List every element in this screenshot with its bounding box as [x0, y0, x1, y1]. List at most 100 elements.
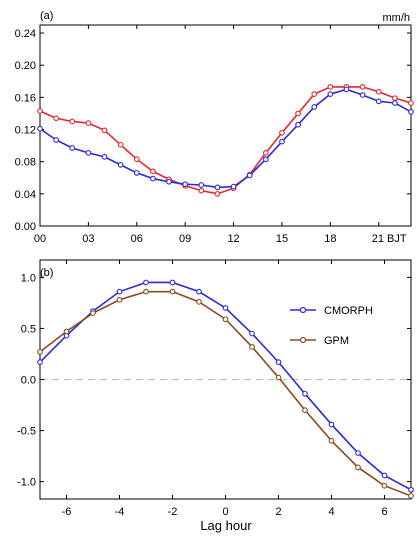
data-point-series-1	[150, 175, 156, 182]
data-point-series-1	[69, 145, 76, 151]
y-tick-label: -1.0	[17, 477, 36, 489]
data-point-gpm	[249, 343, 255, 350]
data-point-gpm	[381, 482, 388, 489]
panel-b-y-axis: -1.0 -0.5 0.0 0.5 1.0	[17, 272, 411, 489]
panel-a-y-axis: 0.00 0.04 0.08 0.12 0.16 0.20 0.24	[15, 28, 411, 233]
data-point-series-0	[279, 129, 285, 136]
panel-a-label: (a)	[40, 10, 53, 22]
data-point-series-0	[327, 84, 334, 90]
y-tick-label: 0.00	[15, 221, 36, 233]
data-point-gpm	[143, 288, 149, 295]
panel-b-chart: (b) -6 -4 -2 0 2 4 6 -1.0 -0.5 0.0 0.5 1.0 Lag hou…	[17, 259, 414, 533]
data-point-gpm	[116, 296, 123, 303]
x-tick-label: 00	[34, 233, 46, 245]
y-tick-label: 0.0	[21, 375, 36, 387]
data-point-gpm	[90, 310, 96, 316]
data-point-series-1	[214, 184, 221, 191]
x-tick-label: -2	[168, 506, 178, 518]
data-point-cmorph	[328, 421, 335, 428]
data-point-series-1	[375, 98, 382, 105]
data-point-series-0	[214, 190, 221, 197]
panel-b-x-axis: -6 -4 -2 0 2 4 6	[62, 260, 388, 518]
panel-b-x-axis-title: Lag hour	[200, 518, 252, 533]
y-tick-label: 0.04	[15, 189, 36, 201]
panel-a-unit-label: mm/h	[383, 12, 411, 24]
data-point-series-1	[166, 178, 172, 185]
data-point-series-0	[408, 100, 414, 106]
data-point-series-1	[295, 121, 301, 128]
x-tick-label: 15	[276, 233, 288, 245]
x-tick-label: -6	[62, 506, 72, 518]
data-point-series-1	[311, 104, 318, 110]
x-tick-label: 2	[275, 506, 281, 518]
data-point-cmorph	[196, 288, 202, 295]
data-point-series-0	[359, 84, 366, 90]
data-point-series-0	[85, 120, 92, 126]
y-tick-label: 0.08	[15, 157, 36, 169]
data-point-series-1	[117, 162, 124, 168]
data-point-cmorph	[169, 279, 176, 286]
data-point-series-1	[230, 183, 237, 190]
panel-b-series	[37, 279, 414, 499]
x-tick-label: 12	[227, 233, 239, 245]
data-point-series-0	[198, 187, 205, 194]
data-point-series-1	[133, 170, 140, 176]
data-point-gpm	[169, 288, 176, 295]
data-point-series-1	[279, 138, 285, 145]
x-tick-label: 03	[82, 233, 94, 245]
panel-a-plot-frame	[39, 24, 412, 227]
data-point-series-0	[69, 118, 76, 125]
data-point-gpm	[196, 299, 202, 305]
legend-marker-gpm	[299, 336, 307, 344]
legend-marker-cmorph	[299, 306, 307, 314]
data-point-cmorph	[408, 486, 414, 493]
data-point-series-1	[343, 86, 350, 93]
data-point-gpm	[302, 407, 308, 413]
data-point-series-0	[392, 95, 398, 102]
data-point-cmorph	[37, 359, 43, 365]
data-point-series-1	[101, 154, 108, 160]
data-point-gpm	[275, 374, 282, 381]
x-tick-label: 0	[222, 506, 228, 518]
y-tick-label: 0.12	[15, 125, 36, 137]
data-point-series-1	[246, 172, 253, 179]
data-point-cmorph	[381, 472, 388, 479]
panel-b-label: (b)	[40, 267, 53, 279]
data-point-series-1	[198, 182, 205, 188]
data-point-gpm	[63, 328, 70, 335]
data-point-series-0	[53, 115, 59, 122]
data-point-cmorph	[222, 305, 229, 311]
x-tick-label: 21 BJT	[372, 233, 407, 245]
data-point-gpm	[328, 437, 335, 444]
panel-b-legend: CMORPH GPM	[290, 305, 373, 347]
x-tick-label: 06	[131, 233, 143, 245]
y-tick-label: 0.24	[15, 28, 36, 40]
panel-a-x-axis: 00 03 06 09 12 15 18 21 BJT	[34, 25, 407, 245]
panel-a-series	[37, 84, 414, 197]
data-point-series-1	[327, 91, 334, 97]
y-tick-label: 1.0	[21, 272, 36, 284]
legend-item-gpm: GPM	[290, 335, 349, 347]
data-point-series-0	[375, 88, 382, 95]
data-point-series-0	[311, 91, 318, 97]
x-tick-label: 18	[324, 233, 336, 245]
data-point-series-1	[37, 125, 43, 132]
y-tick-label: 0.20	[15, 60, 36, 72]
data-point-cmorph	[249, 330, 255, 337]
data-point-series-1	[182, 181, 189, 188]
data-point-cmorph	[143, 279, 149, 286]
data-point-gpm	[408, 493, 414, 499]
data-point-series-1	[392, 100, 398, 106]
x-tick-label: 6	[381, 506, 387, 518]
data-point-series-0	[101, 127, 108, 134]
y-tick-label: -0.5	[17, 426, 36, 438]
data-point-gpm	[37, 349, 43, 355]
data-point-series-1	[262, 156, 269, 163]
data-point-series-0	[117, 141, 124, 148]
series-line-gpm	[39, 290, 412, 497]
data-point-cmorph	[302, 390, 308, 397]
data-point-cmorph	[355, 450, 361, 456]
x-tick-label: 09	[179, 233, 191, 245]
x-tick-label: 4	[328, 506, 334, 518]
data-point-cmorph	[116, 288, 123, 295]
